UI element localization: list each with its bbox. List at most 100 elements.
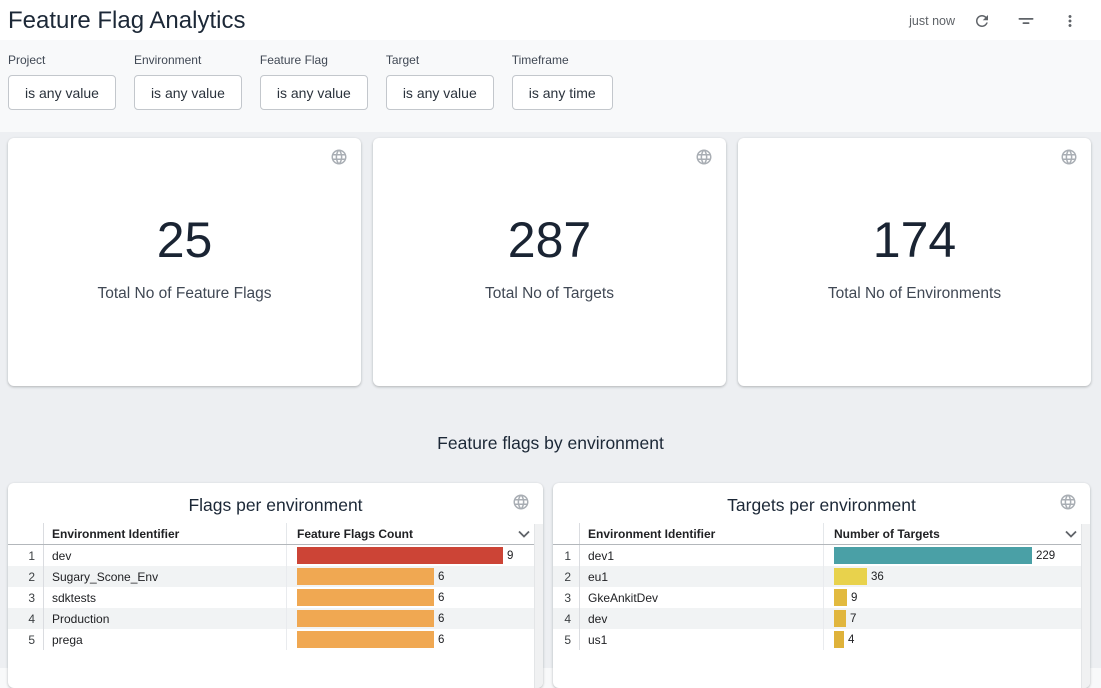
metric-column-label: Number of Targets xyxy=(834,527,940,541)
row-rank: 2 xyxy=(8,570,43,584)
value-bar xyxy=(834,547,1032,564)
filter-group-environment: Environment is any value xyxy=(134,53,242,110)
kebab-menu-icon xyxy=(1061,12,1079,30)
feature-flag-filter-button[interactable]: is any value xyxy=(260,75,368,110)
environment-cell[interactable]: dev xyxy=(579,608,823,629)
metric-cell[interactable]: 36 xyxy=(823,566,1090,587)
row-rank: 4 xyxy=(553,612,579,626)
row-rank: 5 xyxy=(8,633,43,647)
section-title: Feature flags by environment xyxy=(8,386,1093,433)
row-rank: 3 xyxy=(8,591,43,605)
filter-label: Project xyxy=(8,53,116,67)
value-bar xyxy=(297,568,434,585)
row-rank: 1 xyxy=(8,549,43,563)
timezone-globe-button[interactable] xyxy=(512,493,530,511)
environment-cell[interactable]: dev1 xyxy=(579,545,823,566)
bar-value-label: 6 xyxy=(438,634,444,646)
environment-column-header[interactable]: Environment Identifier xyxy=(43,523,286,544)
page-title: Feature Flag Analytics xyxy=(8,7,245,35)
kpi-label: Total No of Targets xyxy=(485,285,614,303)
row-rank: 2 xyxy=(553,570,579,584)
table-row: 5prega 6 xyxy=(8,629,543,650)
table-row: 2Sugary_Scone_Env 6 xyxy=(8,566,543,587)
globe-icon xyxy=(1059,493,1077,511)
tables-row: Flags per environment Environment Identi… xyxy=(8,483,1093,688)
filter-label: Timeframe xyxy=(512,53,613,67)
timezone-globe-button[interactable] xyxy=(330,148,348,166)
environment-cell[interactable]: Production xyxy=(43,608,286,629)
environment-cell[interactable]: Sugary_Scone_Env xyxy=(43,566,286,587)
row-rank: 5 xyxy=(553,633,579,647)
bar-value-label: 6 xyxy=(438,592,444,604)
dashboard-filters-button[interactable] xyxy=(1017,12,1035,30)
sort-button[interactable] xyxy=(1065,530,1077,538)
kpi-tile-feature-flags: 25 Total No of Feature Flags xyxy=(8,138,361,386)
target-filter-button[interactable]: is any value xyxy=(386,75,494,110)
globe-icon xyxy=(512,493,530,511)
table-scrollbar[interactable] xyxy=(1081,524,1090,688)
header-actions: just now xyxy=(909,12,1079,30)
value-bar xyxy=(834,589,847,606)
environment-cell[interactable]: us1 xyxy=(579,629,823,650)
metric-cell[interactable]: 6 xyxy=(286,608,543,629)
environment-cell[interactable]: dev xyxy=(43,545,286,566)
filter-group-timeframe: Timeframe is any time xyxy=(512,53,613,110)
kpi-label: Total No of Feature Flags xyxy=(97,285,271,303)
metric-cell[interactable]: 9 xyxy=(823,587,1090,608)
environment-cell[interactable]: prega xyxy=(43,629,286,650)
bar-value-label: 4 xyxy=(848,634,854,646)
environment-filter-button[interactable]: is any value xyxy=(134,75,242,110)
timezone-globe-button[interactable] xyxy=(695,148,713,166)
kpi-tile-environments: 174 Total No of Environments xyxy=(738,138,1091,386)
app-header: Feature Flag Analytics just now xyxy=(0,0,1101,40)
value-bar xyxy=(297,631,434,648)
metric-column-header[interactable]: Number of Targets xyxy=(823,523,1090,544)
table-row: 2eu1 36 xyxy=(553,566,1090,587)
metric-column-header[interactable]: Feature Flags Count xyxy=(286,523,543,544)
table-header-row: Environment Identifier Number of Targets xyxy=(553,523,1090,545)
table-row: 1dev1229 xyxy=(553,545,1090,566)
timezone-globe-button[interactable] xyxy=(1060,148,1078,166)
metric-cell[interactable]: 9 xyxy=(286,545,543,566)
project-filter-button[interactable]: is any value xyxy=(8,75,116,110)
table-row: 4Production6 xyxy=(8,608,543,629)
row-rank: 3 xyxy=(553,591,579,605)
environment-cell[interactable]: sdktests xyxy=(43,587,286,608)
bar-value-label: 36 xyxy=(871,571,884,583)
environment-cell[interactable]: eu1 xyxy=(579,566,823,587)
metric-cell[interactable]: 4 xyxy=(823,629,1090,650)
value-bar xyxy=(297,610,434,627)
table-scrollbar[interactable] xyxy=(534,524,543,688)
kpi-label: Total No of Environments xyxy=(828,285,1001,303)
metric-cell[interactable]: 6 xyxy=(286,587,543,608)
bar-value-label: 9 xyxy=(851,592,857,604)
bar-value-label: 9 xyxy=(507,550,513,562)
timeframe-filter-button[interactable]: is any time xyxy=(512,75,613,110)
table-header-row: Environment Identifier Feature Flags Cou… xyxy=(8,523,543,545)
row-rank: 4 xyxy=(8,612,43,626)
targets-per-environment-card: Targets per environment Environment Iden… xyxy=(553,483,1090,688)
metric-cell[interactable]: 229 xyxy=(823,545,1090,566)
dashboard-menu-button[interactable] xyxy=(1061,12,1079,30)
kpi-value: 287 xyxy=(508,215,591,265)
bar-value-label: 6 xyxy=(438,571,444,583)
bar-value-label: 7 xyxy=(850,613,856,625)
filter-group-project: Project is any value xyxy=(8,53,116,110)
sort-button[interactable] xyxy=(518,530,530,538)
metric-cell[interactable]: 6 xyxy=(286,629,543,650)
table-row: 3GkeAnkitDev 9 xyxy=(553,587,1090,608)
metric-cell[interactable]: 6 xyxy=(286,566,543,587)
filter-group-target: Target is any value xyxy=(386,53,494,110)
metric-cell[interactable]: 7 xyxy=(823,608,1090,629)
value-bar xyxy=(834,631,844,648)
filter-label: Target xyxy=(386,53,494,67)
filter-label: Feature Flag xyxy=(260,53,368,67)
table-row: 5us1 4 xyxy=(553,629,1090,650)
refresh-button[interactable] xyxy=(973,12,991,30)
value-bar xyxy=(834,568,867,585)
environment-column-header[interactable]: Environment Identifier xyxy=(579,523,823,544)
timezone-globe-button[interactable] xyxy=(1059,493,1077,511)
table-title: Flags per environment xyxy=(8,483,543,516)
metric-column-label: Feature Flags Count xyxy=(297,527,413,541)
environment-cell[interactable]: GkeAnkitDev xyxy=(579,587,823,608)
